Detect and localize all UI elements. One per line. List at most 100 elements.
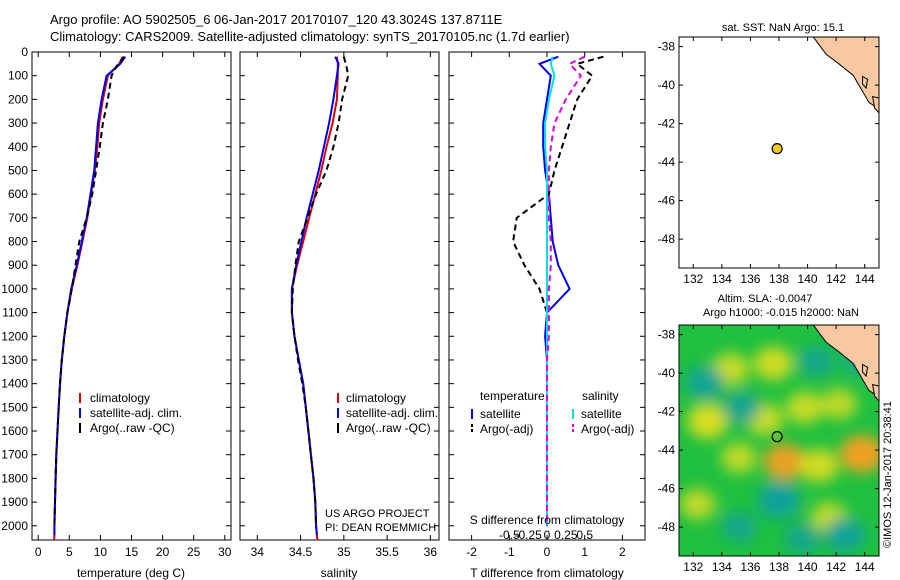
x-tick-label: 0	[35, 545, 42, 559]
y-tick-label: 1900	[1, 495, 28, 509]
x-axis-label: salinity	[321, 566, 358, 580]
annotation-pi: PI: DEAN ROEMMICH	[325, 522, 436, 534]
series-argo-raw-qc	[290, 56, 350, 526]
y-tick-label: 800	[8, 235, 28, 249]
y-tick-label: 1300	[1, 353, 28, 367]
imos-watermark: ©IMOS 12-Jan-2017 20:38:41	[882, 401, 894, 548]
x-tick-label: 20	[156, 545, 170, 559]
y-tick-label: -48	[658, 520, 676, 534]
y-tick-label: 400	[8, 140, 28, 154]
y-tick-label: 1800	[1, 471, 28, 485]
y-tick-label: 1700	[1, 448, 28, 462]
x-tick-label: 35	[337, 545, 351, 559]
anomaly-blob	[753, 346, 793, 381]
x-tick-label-2: -0.5	[499, 528, 520, 542]
sla-field	[679, 325, 879, 556]
series-climatology	[290, 56, 339, 541]
y-tick-label: -38	[658, 328, 676, 342]
y-tick-label: 1000	[1, 282, 28, 296]
anomaly-blob	[721, 511, 757, 543]
legend-label: Argo(..raw -QC)	[346, 421, 431, 435]
anomaly-blobs	[679, 346, 879, 555]
y-tick-label: -40	[658, 78, 676, 92]
x-tick-label: 25	[187, 545, 201, 559]
legend-label: satellite-adj. clim.	[90, 406, 182, 420]
series-temperature-argo-adj	[512, 55, 604, 526]
anomaly-blob	[763, 443, 806, 480]
legend-label: satellite	[581, 407, 622, 421]
anomaly-blob	[824, 517, 866, 553]
y-tick-label: 200	[8, 92, 28, 106]
y-tick-label: 900	[8, 258, 28, 272]
x-tick-label: 15	[125, 545, 139, 559]
float-position-marker	[771, 431, 783, 443]
x-tick-label: 10	[94, 545, 108, 559]
y-tick-label: 0	[21, 45, 28, 59]
x-tick-label: 138	[769, 560, 789, 574]
land-island	[862, 75, 869, 90]
annotation-project: US ARGO PROJECT	[325, 508, 430, 520]
anomaly-blob	[839, 434, 879, 473]
x-tick-label: -2	[466, 545, 477, 559]
y-tick-label: -48	[658, 232, 676, 246]
y-tick-label: 2000	[1, 519, 28, 533]
x-tick-label: 34	[251, 545, 265, 559]
y-tick-label: -44	[658, 443, 676, 457]
x-tick-label: 144	[855, 272, 875, 286]
plot-frame	[31, 51, 232, 541]
x-tick-label: 132	[683, 272, 703, 286]
y-tick-label: -46	[658, 482, 676, 496]
land-tasmania	[871, 96, 879, 114]
y-tick-label: 1200	[1, 329, 28, 343]
x-tick-label: 132	[683, 560, 703, 574]
x-tick-label: 134	[712, 272, 732, 286]
plot-frame	[239, 51, 440, 541]
y-tick-label: -46	[658, 194, 676, 208]
anomaly-blob	[757, 481, 801, 519]
y-tick-label: -42	[658, 117, 676, 131]
land-mainland	[812, 325, 879, 403]
anomaly-blob	[821, 388, 857, 420]
x-axis-label: T difference from climatology	[470, 566, 624, 580]
legend-heading: temperature	[480, 389, 545, 403]
x-tick-label: -1	[504, 545, 515, 559]
y-tick-label: 100	[8, 69, 28, 83]
y-tick-label: -40	[658, 366, 676, 380]
x-tick-label: 34.5	[289, 545, 313, 559]
anomaly-blob	[785, 391, 824, 424]
x-tick-label: 5	[66, 545, 73, 559]
x-tick-label-2: 0.25	[554, 528, 578, 542]
legend-label: satellite	[480, 407, 521, 421]
y-tick-label: 300	[8, 116, 28, 130]
legend-heading: salinity	[582, 389, 619, 403]
legend-label: satellite-adj. clim.	[346, 406, 438, 420]
x-axis-label-2: S difference from climatology	[470, 513, 625, 527]
map-title: sat. SST: NaN Argo: 15.1	[722, 22, 844, 34]
series-salinity-argo-adj	[546, 55, 586, 526]
y-tick-label: 1600	[1, 424, 28, 438]
series-satellite-adj-clim	[53, 56, 127, 536]
x-tick-label: 2	[619, 545, 626, 559]
anomaly-blob	[799, 448, 839, 483]
x-tick-label: 140	[798, 560, 818, 574]
float-position-marker	[771, 143, 783, 155]
y-tick-label: -38	[658, 40, 676, 54]
legend-label: Argo(-adj)	[581, 422, 634, 436]
y-tick-label: 600	[8, 187, 28, 201]
anomaly-blob	[723, 391, 761, 424]
x-tick-label-2: -0.25	[514, 528, 542, 542]
y-tick-label: -42	[658, 405, 676, 419]
x-tick-label: 36	[424, 545, 438, 559]
x-tick-label: 136	[740, 560, 760, 574]
y-tick-label: -44	[658, 155, 676, 169]
anomaly-blob	[679, 488, 716, 520]
series-climatology	[52, 56, 124, 541]
x-tick-label: 35.5	[375, 545, 399, 559]
map-subtitle: Argo h1000: -0.015 h2000: NaN	[703, 307, 859, 319]
chart-title-line1: Argo profile: AO 5902505_6 06-Jan-2017 2…	[50, 12, 503, 27]
x-tick-label: 142	[826, 272, 846, 286]
land-island	[862, 363, 869, 378]
legend-label: climatology	[346, 391, 406, 405]
y-tick-label: 1500	[1, 400, 28, 414]
